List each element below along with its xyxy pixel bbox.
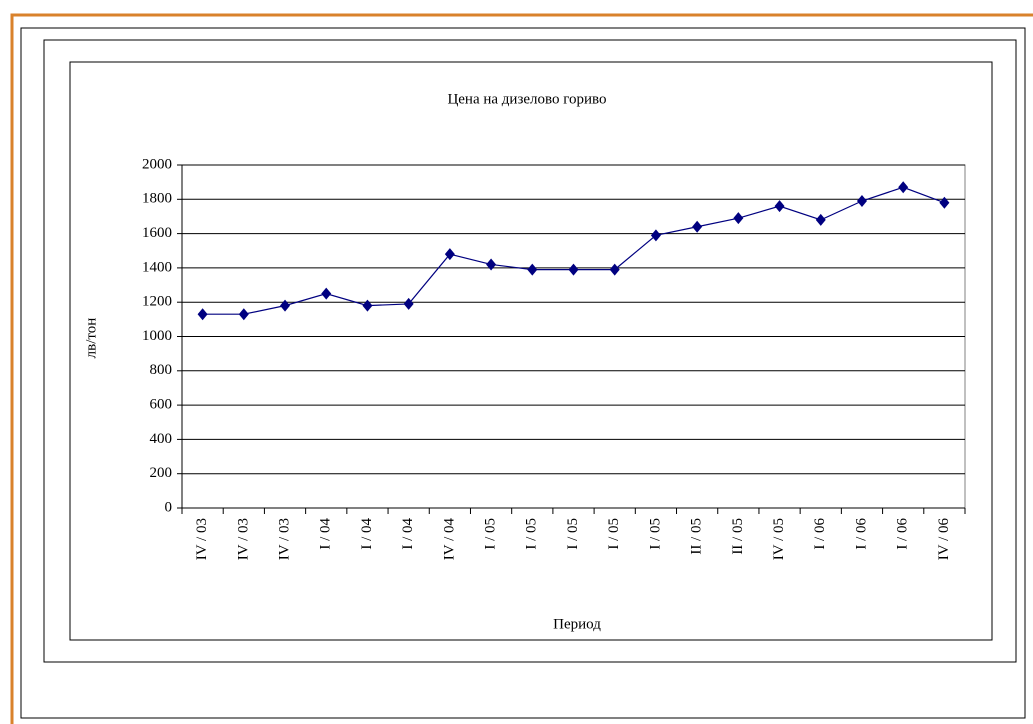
chart-title: Цена на дизелово гориво bbox=[447, 91, 606, 107]
y-tick-label: 1600 bbox=[142, 225, 172, 241]
marker bbox=[321, 287, 332, 300]
y-tick-label: 0 bbox=[165, 499, 173, 515]
x-tick-label: II / 05 bbox=[730, 518, 746, 555]
y-tick-label: 1200 bbox=[142, 294, 172, 310]
marker bbox=[197, 308, 208, 321]
y-tick-label: 1800 bbox=[142, 191, 172, 207]
marker bbox=[568, 263, 579, 276]
marker bbox=[609, 263, 620, 276]
x-tick-label: I / 04 bbox=[359, 518, 375, 550]
x-tick-label: IV / 03 bbox=[276, 518, 292, 560]
x-tick-label: IV / 03 bbox=[235, 518, 251, 560]
y-tick-label: 200 bbox=[150, 465, 173, 481]
chart-frame bbox=[43, 39, 1017, 663]
x-tick-label: IV / 04 bbox=[441, 518, 457, 561]
marker bbox=[486, 258, 497, 271]
x-tick-label: I / 05 bbox=[647, 518, 663, 550]
x-tick-label: I / 05 bbox=[524, 518, 540, 550]
outer-frame bbox=[10, 13, 1033, 724]
y-tick-label: 1000 bbox=[142, 328, 172, 344]
marker bbox=[692, 220, 703, 233]
y-tick-label: 800 bbox=[150, 362, 173, 378]
y-tick-label: 1400 bbox=[142, 259, 172, 275]
marker bbox=[939, 196, 950, 209]
x-tick-label: IV / 06 bbox=[936, 518, 952, 561]
y-tick-label: 2000 bbox=[142, 156, 172, 172]
marker bbox=[898, 181, 909, 194]
marker bbox=[527, 263, 538, 276]
marker bbox=[238, 308, 249, 321]
chart-area bbox=[69, 61, 993, 641]
marker bbox=[815, 213, 826, 226]
x-tick-label: I / 05 bbox=[606, 518, 622, 550]
marker bbox=[362, 299, 373, 312]
marker bbox=[774, 200, 785, 213]
marker bbox=[280, 299, 291, 312]
x-axis-label: Период bbox=[553, 616, 601, 632]
x-tick-label: I / 05 bbox=[483, 518, 499, 550]
x-tick-label: II / 05 bbox=[689, 518, 705, 555]
x-tick-label: I / 04 bbox=[318, 518, 334, 550]
marker bbox=[650, 229, 661, 242]
y-tick-label: 600 bbox=[150, 397, 173, 413]
y-axis-label: лв/тон bbox=[83, 318, 99, 359]
marker bbox=[444, 248, 455, 261]
x-tick-label: IV / 05 bbox=[771, 518, 787, 560]
y-tick-label: 400 bbox=[150, 431, 173, 447]
x-tick-label: I / 05 bbox=[565, 518, 581, 550]
x-tick-label: I / 06 bbox=[895, 518, 911, 550]
series-line bbox=[202, 186, 945, 315]
x-tick-label: I / 06 bbox=[853, 518, 869, 550]
x-tick-label: I / 06 bbox=[812, 518, 828, 550]
marker bbox=[733, 212, 744, 225]
x-tick-label: I / 04 bbox=[400, 518, 416, 550]
frame bbox=[20, 27, 1026, 719]
marker bbox=[403, 297, 414, 310]
marker bbox=[856, 195, 867, 208]
x-tick-label: IV / 03 bbox=[194, 518, 210, 560]
